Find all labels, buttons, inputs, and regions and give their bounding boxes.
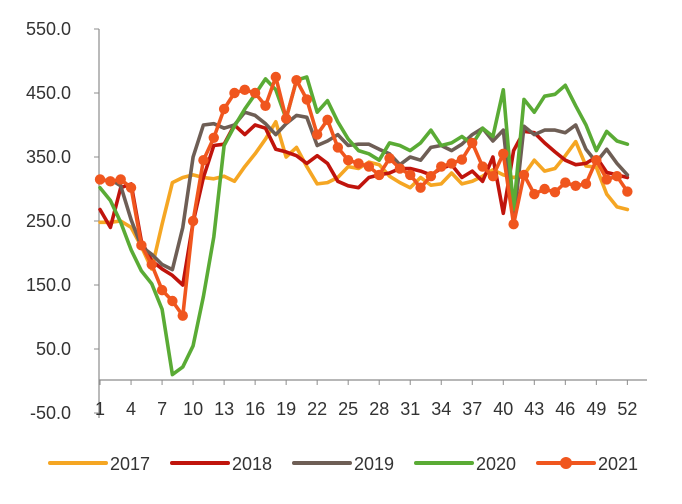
series-point-2021 <box>311 129 323 140</box>
series-point-2021 <box>291 75 302 86</box>
x-tick-label: 37 <box>462 399 482 419</box>
series-line-2018 <box>98 123 630 287</box>
series-point-2021 <box>405 169 416 181</box>
series-point-2021 <box>446 158 457 169</box>
series-point-2021 <box>208 132 219 143</box>
series-point-2021 <box>167 295 178 307</box>
series-line-2019 <box>98 110 630 272</box>
series-point-2021 <box>146 259 157 270</box>
x-tick-label: 34 <box>431 399 451 419</box>
x-tick-label: 10 <box>183 399 203 419</box>
y-axis-ticks: 550.0 450.0 350.0 250.0 150.0 50.0 -50.0 <box>26 19 99 423</box>
x-tick-label: 16 <box>245 399 265 419</box>
y-tick-label: -50.0 <box>30 403 71 423</box>
series-point-2021 <box>425 171 437 182</box>
x-axis-ticks: 1 4 7 10 13 16 19 22 25 28 31 34 37 40 43 46 49 52 <box>95 380 637 419</box>
series-point-2021 <box>301 94 313 105</box>
x-tick-label: 25 <box>338 399 358 419</box>
y-tick-label: 150.0 <box>26 275 71 295</box>
series-point-2021 <box>508 219 519 230</box>
series-point-2021 <box>580 178 592 190</box>
series-point-2021 <box>436 161 447 172</box>
series-point-2021 <box>611 171 623 182</box>
x-tick-label: 31 <box>400 399 420 419</box>
y-tick-label: 50.0 <box>36 339 71 359</box>
series-point-2021 <box>115 174 126 185</box>
series-point-2021 <box>477 161 488 172</box>
legend-label-2018: 2018 <box>232 454 272 474</box>
series-point-2021 <box>229 87 240 99</box>
series-point-2021 <box>487 171 499 182</box>
series-point-2021 <box>187 215 199 227</box>
series-point-2021 <box>456 154 468 165</box>
x-tick-label: 49 <box>586 399 606 419</box>
series-point-2021 <box>601 174 612 185</box>
series-line-2020 <box>98 75 630 377</box>
x-tick-label: 13 <box>214 399 234 419</box>
legend-marker-2021 <box>560 457 572 469</box>
series-point-2021 <box>498 148 509 159</box>
series-point-2021 <box>105 176 116 187</box>
series-point-2021 <box>384 153 395 164</box>
series-point-2021 <box>539 183 550 195</box>
x-tick-label: 19 <box>276 399 296 419</box>
series-point-2021 <box>322 114 333 126</box>
series-point-2021 <box>622 186 633 197</box>
x-tick-label: 4 <box>126 399 136 419</box>
y-tick-label: 450.0 <box>26 83 71 103</box>
series-point-2021 <box>518 169 530 181</box>
legend-label-2020: 2020 <box>476 454 516 474</box>
series-point-2021 <box>239 84 250 96</box>
series-point-2021 <box>415 182 426 193</box>
y-tick-label: 350.0 <box>26 147 71 167</box>
legend-label-2017: 2017 <box>110 454 150 474</box>
series-point-2021 <box>198 155 209 166</box>
series-point-2021 <box>374 169 385 181</box>
x-tick-label: 22 <box>307 399 327 419</box>
series-point-2021 <box>549 187 561 198</box>
x-tick-label: 52 <box>617 399 637 419</box>
x-tick-label: 1 <box>95 399 105 419</box>
legend: 2017 2018 2019 2020 2021 <box>48 454 638 474</box>
series-point-2021 <box>136 240 147 251</box>
series-point-2021 <box>467 137 478 149</box>
x-tick-label: 7 <box>157 399 167 419</box>
series-point-2021 <box>125 182 137 193</box>
series-point-2021 <box>394 163 406 174</box>
series-point-2021 <box>570 180 581 191</box>
x-tick-label: 43 <box>524 399 544 419</box>
legend-label-2021: 2021 <box>598 454 638 474</box>
series-point-2021 <box>591 155 602 166</box>
series-point-2021 <box>249 87 261 99</box>
series-point-2021 <box>260 100 271 112</box>
series-point-2021 <box>270 71 282 83</box>
x-tick-label: 46 <box>555 399 575 419</box>
series-point-2021 <box>560 177 571 188</box>
x-tick-label: 28 <box>369 399 389 419</box>
series-point-2021 <box>280 113 292 124</box>
series-point-2021 <box>342 155 354 166</box>
series-point-2021 <box>94 174 106 185</box>
legend-label-2019: 2019 <box>354 454 394 474</box>
series-point-2021 <box>218 103 230 115</box>
y-tick-label: 250.0 <box>26 211 71 231</box>
series-point-2021 <box>156 284 168 296</box>
x-tick-label: 40 <box>493 399 513 419</box>
series-point-2021 <box>363 161 375 172</box>
series-point-2021 <box>353 158 364 169</box>
series-point-2021 <box>177 310 188 321</box>
series-line-2021 <box>98 75 630 318</box>
series-point-2021 <box>332 142 344 153</box>
series-lines <box>94 71 633 377</box>
y-tick-label: 550.0 <box>26 19 71 39</box>
series-point-2021 <box>529 188 540 200</box>
